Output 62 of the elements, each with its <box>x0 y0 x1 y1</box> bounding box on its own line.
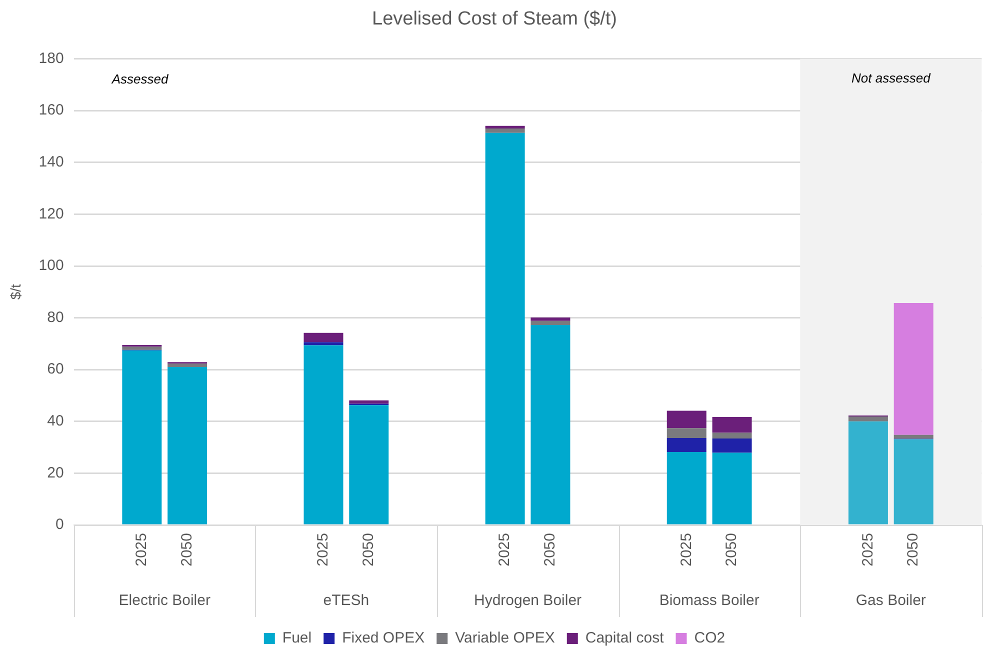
bar <box>485 126 525 128</box>
bar <box>712 432 752 438</box>
y-tick-label: 180 <box>38 50 64 67</box>
bar <box>168 364 208 368</box>
bar <box>894 439 934 524</box>
x-tick-label: 2025 <box>496 533 514 566</box>
bar <box>666 452 706 524</box>
bar <box>712 452 752 524</box>
y-tick-label: 0 <box>55 516 64 534</box>
bar <box>485 128 525 133</box>
bar <box>848 416 888 422</box>
bar <box>304 342 344 346</box>
y-tick-label: 20 <box>47 464 64 482</box>
x-tick-label: 2025 <box>314 533 332 566</box>
text: Electric Boiler <box>118 592 210 610</box>
x-tick-label: 2025 <box>859 533 876 566</box>
y-tick-label: 160 <box>38 102 64 119</box>
text: Gas Boiler <box>856 592 926 610</box>
legend-label: Fixed OPEX <box>342 630 425 647</box>
bar <box>666 410 706 428</box>
bar <box>894 434 934 439</box>
text: eTESh <box>323 592 370 610</box>
legend-label: Variable OPEX <box>455 630 555 647</box>
bar <box>122 346 162 350</box>
legend-label: CO2 <box>694 630 726 647</box>
y-tick-label: 60 <box>47 360 64 378</box>
x-tick-label: 2050 <box>904 533 922 566</box>
x-tick-label: 2025 <box>678 533 695 566</box>
bar <box>349 405 389 524</box>
y-axis-title: $/t <box>7 284 24 300</box>
bar <box>848 421 888 524</box>
bar <box>168 367 208 524</box>
annotation: Assessed <box>110 71 169 86</box>
bar <box>530 320 570 326</box>
bar <box>712 416 752 433</box>
x-tick-label: 2050 <box>542 533 559 566</box>
bar <box>122 350 162 524</box>
x-tick-label: 2050 <box>360 533 378 566</box>
bar <box>304 332 344 342</box>
chart-title: Levelised Cost of Steam ($/t) <box>372 8 617 30</box>
x-tick-label: 2025 <box>133 533 150 566</box>
legend-label: Capital cost <box>585 630 665 647</box>
bar <box>712 438 752 453</box>
bar <box>485 132 525 524</box>
text: Biomass Boiler <box>659 592 760 610</box>
y-tick-label: 80 <box>47 308 64 326</box>
bar <box>304 345 344 524</box>
x-tick-label: 2050 <box>178 533 196 566</box>
y-tick-label: 140 <box>38 154 64 171</box>
y-tick-label: 120 <box>38 205 64 222</box>
text: Hydrogen Boiler <box>474 592 582 610</box>
bar <box>530 318 570 321</box>
bar <box>894 303 934 435</box>
bar <box>666 428 706 438</box>
y-tick-label: 40 <box>47 412 64 430</box>
legend-label: Fuel <box>282 630 312 647</box>
bar <box>349 400 389 404</box>
bar <box>666 438 706 452</box>
y-tick-label: 100 <box>38 257 64 274</box>
x-tick-label: 2050 <box>723 533 740 566</box>
annotation: Not assessed <box>852 70 932 86</box>
bar <box>530 325 570 524</box>
